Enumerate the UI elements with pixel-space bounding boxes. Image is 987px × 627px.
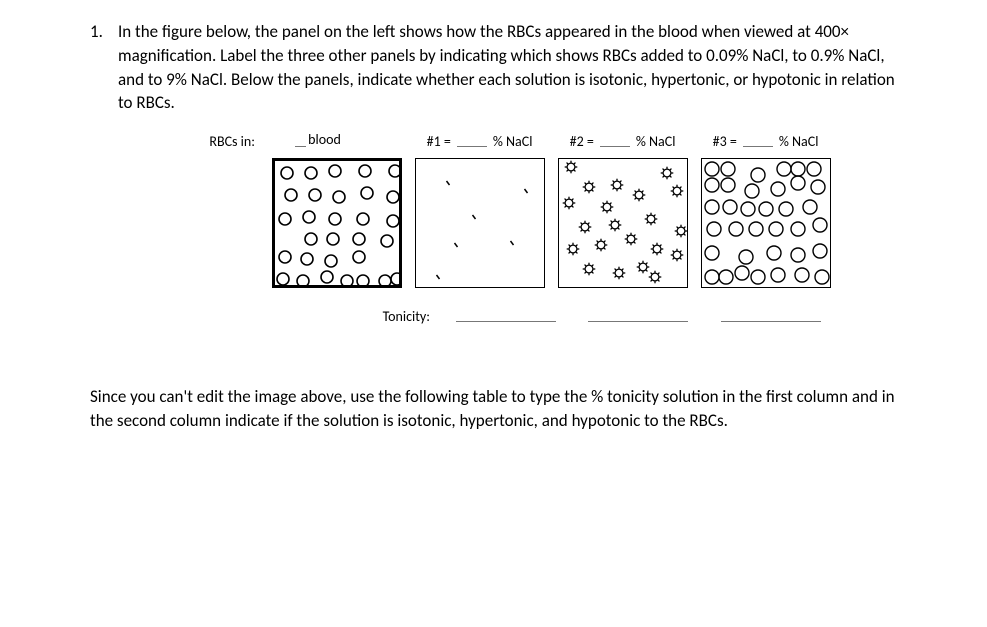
tonicity-blank-1[interactable] bbox=[456, 308, 556, 322]
panel-header-row: RBCs in: blood #1 = % NaCl #2 = % NaCl #… bbox=[190, 133, 837, 150]
question-number: 1. bbox=[90, 20, 118, 115]
question-text: In the figure below, the panel on the le… bbox=[118, 20, 897, 115]
header-3b: % NaCl bbox=[779, 133, 819, 150]
header-1a: #1 = bbox=[427, 133, 451, 150]
header-2a: #2 = bbox=[570, 133, 594, 150]
panels-row bbox=[190, 158, 837, 288]
header-3a: #3 = bbox=[713, 133, 737, 150]
header-col-2: #2 = % NaCl bbox=[551, 133, 694, 150]
row-label: RBCs in: bbox=[190, 133, 265, 150]
panel-3 bbox=[701, 158, 831, 288]
header-3-blank[interactable] bbox=[743, 133, 773, 147]
tonicity-label: Tonicity: bbox=[190, 308, 440, 325]
header-1b: % NaCl bbox=[493, 133, 533, 150]
header-1-blank[interactable] bbox=[457, 133, 487, 147]
tonicity-blank-2[interactable] bbox=[588, 308, 688, 322]
panel-blood bbox=[272, 158, 402, 288]
header-blood-text: blood bbox=[306, 131, 343, 148]
instruction-paragraph: Since you can't edit the image above, us… bbox=[90, 385, 897, 433]
tonicity-row: Tonicity: bbox=[190, 308, 837, 325]
header-2-blank[interactable] bbox=[600, 133, 630, 147]
panel-2 bbox=[558, 158, 688, 288]
header-col-blood: blood bbox=[265, 133, 408, 150]
question-block: 1. In the figure below, the panel on the… bbox=[90, 20, 897, 115]
header-2b: % NaCl bbox=[636, 133, 676, 150]
header-col-1: #1 = % NaCl bbox=[408, 133, 551, 150]
panel-1 bbox=[415, 158, 545, 288]
header-col-3: #3 = % NaCl bbox=[694, 133, 837, 150]
page: 1. In the figure below, the panel on the… bbox=[0, 0, 987, 453]
tonicity-blank-3[interactable] bbox=[721, 308, 821, 322]
figure-area: RBCs in: blood #1 = % NaCl #2 = % NaCl #… bbox=[90, 133, 897, 325]
